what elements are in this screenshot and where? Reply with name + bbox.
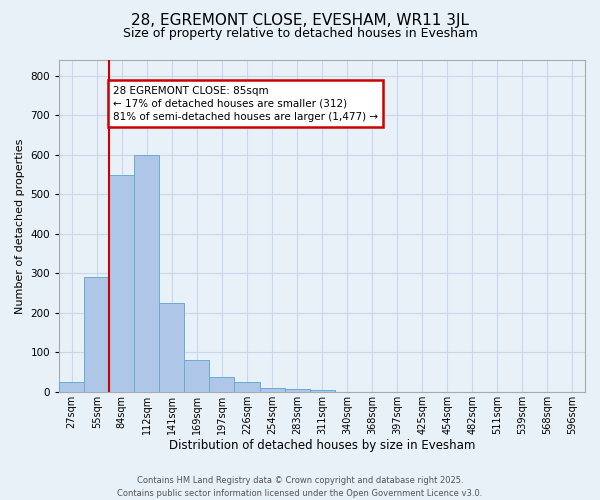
Bar <box>209 377 235 392</box>
Bar <box>284 388 310 392</box>
Bar <box>310 390 335 392</box>
Bar <box>260 388 284 392</box>
Bar <box>109 174 134 392</box>
Text: Contains HM Land Registry data © Crown copyright and database right 2025.
Contai: Contains HM Land Registry data © Crown c… <box>118 476 482 498</box>
X-axis label: Distribution of detached houses by size in Evesham: Distribution of detached houses by size … <box>169 440 475 452</box>
Bar <box>235 382 260 392</box>
Bar <box>59 382 84 392</box>
Bar <box>134 155 160 392</box>
Bar <box>160 303 184 392</box>
Bar <box>84 277 109 392</box>
Text: 28, EGREMONT CLOSE, EVESHAM, WR11 3JL: 28, EGREMONT CLOSE, EVESHAM, WR11 3JL <box>131 12 469 28</box>
Text: Size of property relative to detached houses in Evesham: Size of property relative to detached ho… <box>122 28 478 40</box>
Y-axis label: Number of detached properties: Number of detached properties <box>15 138 25 314</box>
Text: 28 EGREMONT CLOSE: 85sqm
← 17% of detached houses are smaller (312)
81% of semi-: 28 EGREMONT CLOSE: 85sqm ← 17% of detach… <box>113 86 378 122</box>
Bar <box>184 360 209 392</box>
